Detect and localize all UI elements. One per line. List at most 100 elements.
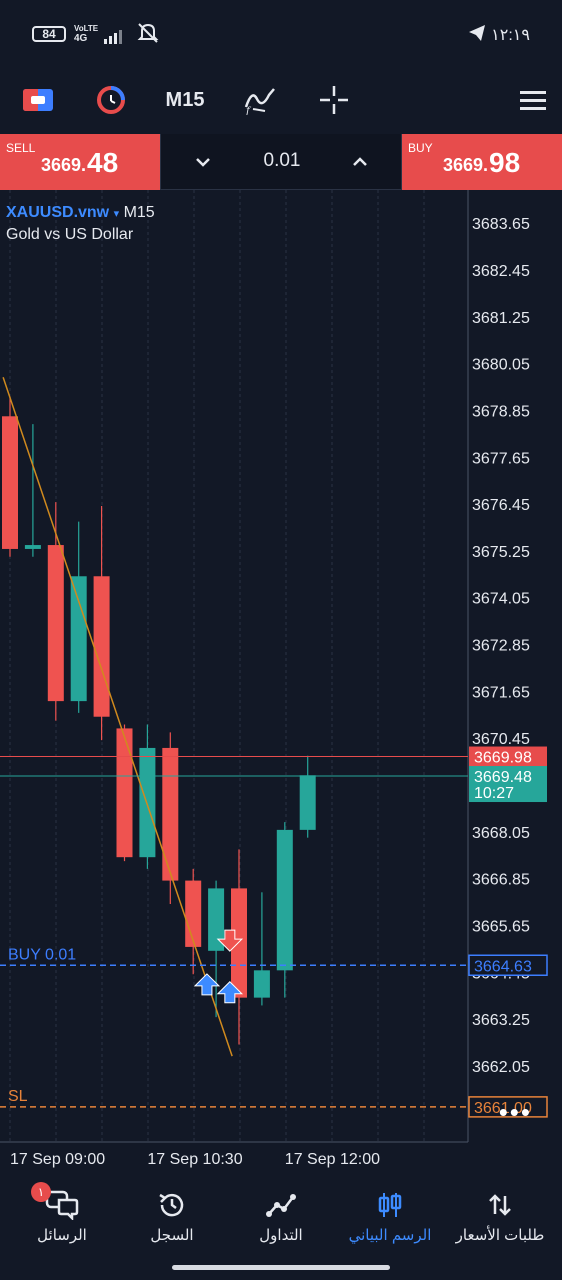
candle-bearish <box>162 747 179 881</box>
buy-position-tag-label: 3664.63 <box>474 958 532 975</box>
menu-icon[interactable] <box>516 80 550 120</box>
lot-size-value[interactable]: 0.01 <box>263 150 301 171</box>
candle-bearish <box>231 888 247 998</box>
stop-loss-label: SL <box>8 1088 28 1105</box>
chart-toolbar: M15 f <box>0 68 562 134</box>
trendline <box>2 377 233 1057</box>
time-tick-label: 17 Sep 12:00 <box>285 1151 380 1168</box>
nav-label-quotes: طلبات الأسعار <box>455 1227 545 1244</box>
buy-label: BUY <box>408 141 433 155</box>
buy-price-major: 3669. <box>443 155 489 175</box>
candle-bullish <box>208 888 225 951</box>
chevron-up-icon <box>353 157 367 166</box>
chart-canvas[interactable]: 3683.65 3682.45 3681.25 3680.05 3678.85 3677.… <box>0 190 562 1176</box>
nav-label-trade: التداول <box>259 1227 303 1244</box>
buy-position-tag <box>468 954 548 977</box>
stop-loss-tag <box>468 1096 548 1118</box>
price-tick-label: 3680.05 <box>472 357 530 374</box>
more-options-icon[interactable]: ••• <box>498 1097 532 1127</box>
buy-position-label: BUY 0.01 <box>8 946 76 963</box>
indicators-icon[interactable]: f <box>240 80 280 120</box>
stop-loss-tag-label: 3661.00 <box>474 1100 532 1117</box>
price-tick-label: 3662.05 <box>472 1059 530 1076</box>
sell-button[interactable]: SELL 3669. 48 <box>0 134 160 190</box>
lot-decrease-button[interactable] <box>191 150 215 174</box>
timeframe-label: M15 <box>165 88 205 111</box>
price-tick-label: 3676.45 <box>472 497 530 514</box>
network-gen-label: 4G <box>74 33 88 44</box>
signal-icon <box>104 26 124 44</box>
bid-price-tag <box>469 766 547 803</box>
nav-item-messages[interactable]: ١ الرسائل <box>20 1176 104 1256</box>
nav-label-messages: الرسائل <box>37 1227 87 1244</box>
status-bar: 84 VoLTE 4G ١٢:١٩ <box>0 0 562 68</box>
nav-label-history: السجل <box>150 1227 194 1244</box>
messages-badge: ١ <box>31 1182 51 1202</box>
svg-text:f: f <box>245 106 252 115</box>
candle-bearish <box>116 728 133 858</box>
symbol-name[interactable]: XAUUSD.vnw <box>6 204 110 221</box>
price-tick-label: 3666.85 <box>472 872 530 889</box>
bid-price-tag-label: 3669.48 <box>474 769 532 786</box>
price-tick-label: 3671.65 <box>472 684 530 701</box>
crosshair-icon[interactable] <box>316 80 352 120</box>
home-indicator <box>172 1265 390 1270</box>
nav-label-chart: الرسم البياني <box>348 1227 432 1244</box>
bid-price-countdown: 10:27 <box>474 785 514 802</box>
lot-increase-button[interactable] <box>348 150 372 174</box>
sell-price-minor: 48 <box>87 147 119 178</box>
chart-type-icon[interactable] <box>94 80 128 120</box>
messages-icon: ١ <box>31 1182 79 1220</box>
nav-item-history[interactable]: السجل <box>130 1176 214 1256</box>
price-tick-label: 3672.85 <box>472 638 530 655</box>
chevron-down-icon <box>196 158 210 167</box>
nav-item-quotes[interactable]: طلبات الأسعار <box>452 1176 548 1256</box>
lot-size-control: 0.01 <box>160 134 402 190</box>
symbol-dropdown-marker: ▾ <box>113 208 120 220</box>
time-tick-label: 17 Sep 10:30 <box>147 1151 242 1168</box>
price-tick-label: 3677.65 <box>472 450 530 467</box>
price-tick-label: 3663.25 <box>472 1012 530 1029</box>
buy-arrow-icon <box>193 973 221 996</box>
nav-item-trade[interactable]: التداول <box>236 1176 326 1256</box>
trade-toggle-icon[interactable] <box>20 80 56 120</box>
price-tick-label: 3683.65 <box>472 216 530 233</box>
sell-arrow-icon <box>216 929 244 952</box>
candle-bullish <box>139 747 156 858</box>
candle-bearish <box>93 576 110 717</box>
nav-item-chart[interactable]: الرسم البياني <box>340 1176 440 1256</box>
symbol-timeframe: M15 <box>123 204 155 221</box>
candle-bullish <box>276 829 293 971</box>
price-tick-label: 3665.65 <box>472 918 530 935</box>
ask-price-tag-label: 3669.98 <box>474 750 532 767</box>
price-tick-label: 3668.05 <box>472 825 530 842</box>
status-time: ١٢:١٩ <box>491 27 530 44</box>
ask-price-tag <box>469 746 547 767</box>
buy-price-minor: 98 <box>489 147 521 178</box>
candle-bullish <box>299 775 316 830</box>
candle-bullish <box>253 970 270 998</box>
price-tick-label: 3670.45 <box>472 731 530 748</box>
price-tick-label: 3681.25 <box>472 310 530 327</box>
quotes-icon <box>487 1190 513 1220</box>
battery-indicator: 84 <box>32 26 66 42</box>
symbol-description: Gold vs US Dollar <box>6 226 134 243</box>
time-tick-label: 17 Sep 09:00 <box>10 1151 105 1168</box>
one-click-trading-panel: SELL 3669. 48 0.01 BUY 3669. 98 <box>0 134 562 190</box>
candle-bearish <box>47 545 64 702</box>
price-tick-label: 3674.05 <box>472 591 530 608</box>
sell-label: SELL <box>6 141 36 155</box>
candle-bearish <box>185 880 202 947</box>
price-tick-label: 3678.85 <box>472 403 530 420</box>
candle-bearish <box>2 416 18 549</box>
timeframe-button[interactable]: M15 <box>160 80 210 120</box>
bottom-navigation: طلبات الأسعار الرسم البياني التداول <box>0 1176 562 1256</box>
network-indicator: VoLTE 4G <box>74 24 98 44</box>
symbol-header: XAUUSD.vnw ▾ M15 <box>6 204 155 222</box>
candle-bullish <box>70 576 87 702</box>
price-tick-label: 3682.45 <box>472 263 530 280</box>
buy-button[interactable]: BUY 3669. 98 <box>402 134 562 190</box>
price-tick-label: 3675.25 <box>472 544 530 561</box>
history-icon <box>157 1190 187 1220</box>
price-chart[interactable]: 3683.65 3682.45 3681.25 3680.05 3678.85 3677.… <box>0 190 562 1176</box>
